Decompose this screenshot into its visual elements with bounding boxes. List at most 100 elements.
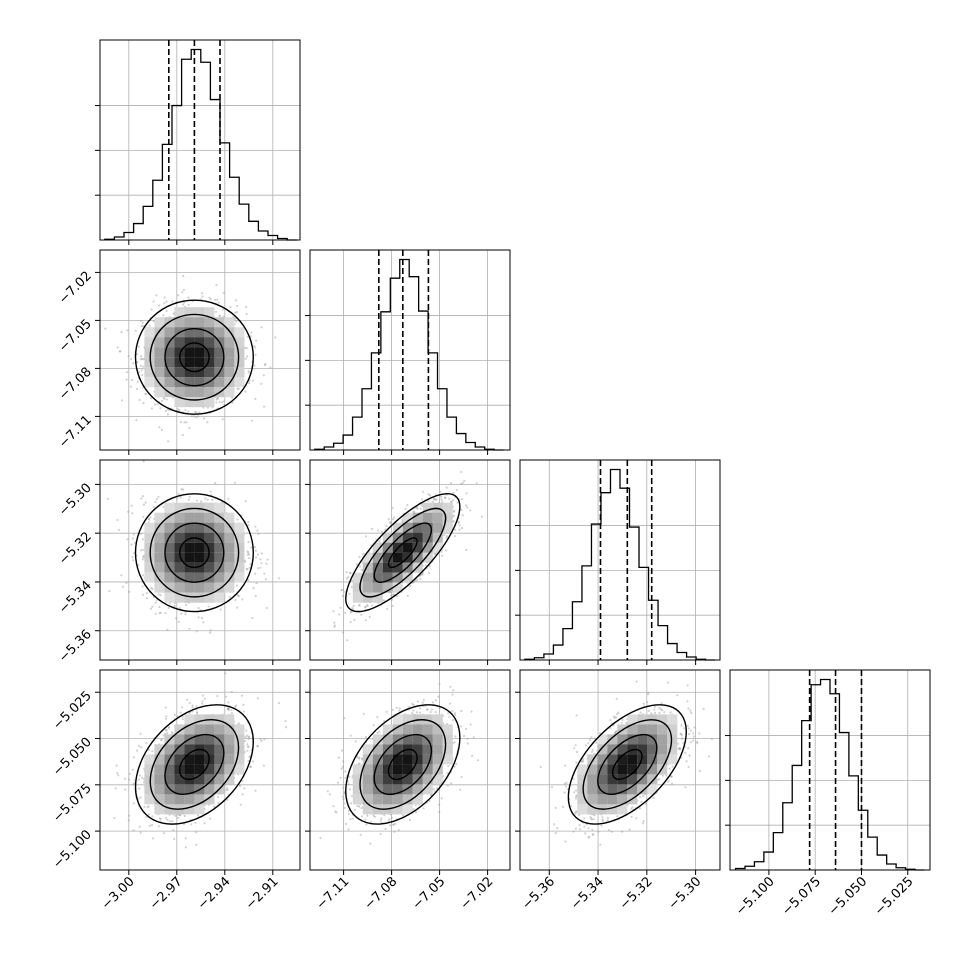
sample-point [136,387,139,391]
sample-point [131,537,135,540]
sample-point [125,378,128,381]
sample-point [140,549,143,552]
sample-point [350,586,353,589]
sample-point [333,621,336,624]
density-cell [154,317,165,328]
sample-point [163,302,166,305]
sample-point [350,611,353,614]
sample-point [193,415,196,418]
sample-point [251,616,254,620]
sample-point [433,497,436,500]
sample-point [135,352,138,355]
sample-point [391,518,395,521]
sample-point [246,550,249,553]
sample-point [239,803,242,806]
density-cell [144,367,155,378]
sample-point [136,361,139,364]
density-cell [194,377,205,388]
density-cell [154,327,165,338]
sample-point [131,512,134,515]
sample-point [231,401,234,404]
sample-point [135,419,138,422]
sample-point [209,629,212,632]
sample-point [480,515,483,518]
sample-point [256,529,259,532]
density-cell [194,367,205,378]
sample-point [150,407,153,410]
density-cell [184,317,195,328]
sample-point [260,562,263,565]
sample-point [453,510,456,513]
sample-point [452,491,455,494]
density-cell [144,542,155,553]
density-cell [194,592,205,603]
sample-point [257,532,260,536]
sample-point [246,335,249,338]
sample-point [141,495,144,498]
sample-point [360,613,363,616]
density-cell [144,337,155,348]
sample-point [182,303,185,306]
sample-point [254,572,257,575]
scatter-panel-1-0: −7.11−7.08−7.05−7.02 [56,249,301,455]
sample-point [199,500,203,503]
sample-point [127,510,130,513]
density-cell [362,592,373,603]
contour-level-0 [178,342,210,373]
sample-point [130,357,133,361]
sample-point [190,823,193,826]
sample-point [177,408,180,411]
density-cell [362,572,373,583]
sample-point [131,378,134,382]
density-cell [204,307,215,318]
density-cell [174,367,185,378]
density-cell [204,367,215,378]
sample-point [198,411,201,414]
sample-point [195,411,198,414]
sample-point [140,325,143,328]
sample-point [209,631,212,634]
density-cell [144,357,155,368]
density-cell [392,562,403,573]
sample-point [422,490,425,493]
sample-point [163,296,166,299]
sample-point [154,612,157,615]
sample-point [167,606,170,610]
sample-point [353,618,356,622]
sample-point [427,572,430,575]
sample-point [475,482,478,485]
sample-point [246,568,249,571]
sample-point [260,326,263,329]
sample-point [465,504,468,507]
density-cell [204,512,215,523]
sample-point [151,815,154,818]
sample-point [458,528,461,531]
sample-point [387,518,390,521]
density-cell [214,347,225,358]
density-cell [204,337,215,348]
sample-point [265,606,268,610]
sample-point [448,497,451,500]
sample-point [378,540,381,543]
sample-point [254,397,257,400]
density-cell [174,562,185,573]
panel-frame [519,459,721,661]
density-cell [214,377,225,388]
sample-point [183,301,186,304]
sample-point [162,505,165,508]
density-cell [174,337,185,348]
sample-point [132,559,135,562]
sample-point [260,382,263,385]
sample-point [177,294,180,297]
sample-point [366,604,369,607]
sample-point [389,522,392,525]
sample-point [233,481,237,484]
sample-point [237,595,240,598]
sample-point [184,408,187,412]
density-cell [224,337,235,348]
density-cell [154,347,165,358]
scatter-panel-2-1 [305,459,511,665]
sample-point [364,605,367,609]
density-cell [204,532,215,543]
density-cell [224,377,235,388]
